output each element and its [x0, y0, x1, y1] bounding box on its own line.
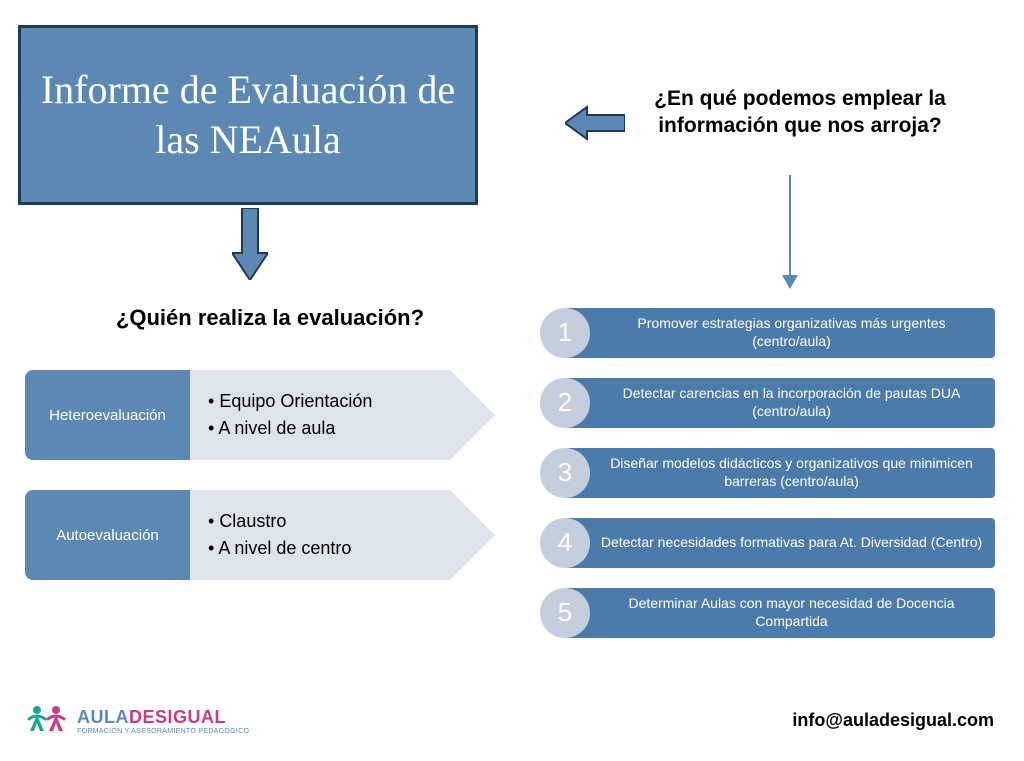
eval-body-auto: • Claustro • A nivel de centro	[190, 490, 450, 580]
item-text-bar: Determinar Aulas con mayor necesidad de …	[565, 588, 995, 638]
eval-bullet: • A nivel de aula	[208, 415, 450, 442]
brand-b: DESIGUAL	[129, 707, 226, 727]
logo-text: AULADESIGUAL FORMACIÓN Y ASESORAMIENTO P…	[77, 707, 249, 735]
eval-body-hetero: • Equipo Orientación • A nivel de aula	[190, 370, 450, 460]
numbered-item-3: 3 Diseñar modelos didácticos y organizat…	[540, 445, 995, 500]
main-title-text: Informe de Evaluación de las NEAula	[31, 65, 465, 165]
question-right: ¿En qué podemos emplear la información q…	[630, 85, 970, 140]
eval-bullet: • A nivel de centro	[208, 535, 450, 562]
item-number-circle: 3	[540, 448, 590, 498]
item-number-circle: 4	[540, 518, 590, 568]
item-text-bar: Promover estrategias organizativas más u…	[565, 308, 995, 358]
item-text-bar: Detectar necesidades formativas para At.…	[565, 518, 995, 568]
numbered-item-5: 5 Determinar Aulas con mayor necesidad d…	[540, 585, 995, 640]
numbered-item-2: 2 Detectar carencias en la incorporación…	[540, 375, 995, 430]
arrow-down-thin-icon	[778, 175, 802, 290]
eval-bullet-text: Equipo Orientación	[219, 391, 372, 411]
arrow-down-main-icon	[232, 208, 268, 280]
eval-label-hetero: Heteroevaluación	[25, 370, 190, 460]
main-title-box: Informe de Evaluación de las NEAula	[18, 25, 478, 205]
brand-name: AULADESIGUAL	[77, 707, 249, 728]
eval-bullet-text: A nivel de centro	[218, 538, 351, 558]
eval-row-auto: Autoevaluación • Claustro • A nivel de c…	[25, 490, 495, 580]
brand-a: AULA	[77, 707, 129, 727]
eval-label-auto: Autoevaluación	[25, 490, 190, 580]
brand-tagline: FORMACIÓN Y ASESORAMIENTO PEDAGÓGICO	[77, 728, 249, 735]
eval-bullet-text: A nivel de aula	[218, 418, 335, 438]
numbered-item-1: 1 Promover estrategias organizativas más…	[540, 305, 995, 360]
footer-logo: AULADESIGUAL FORMACIÓN Y ASESORAMIENTO P…	[25, 703, 249, 739]
logo-icon	[25, 703, 69, 739]
eval-bullet-text: Claustro	[219, 511, 286, 531]
question-left: ¿Quién realiza la evaluación?	[60, 305, 480, 331]
eval-row-hetero: Heteroevaluación • Equipo Orientación • …	[25, 370, 495, 460]
arrow-left-icon	[565, 105, 625, 141]
item-text-bar: Detectar carencias en la incorporación d…	[565, 378, 995, 428]
eval-bullet: • Claustro	[208, 508, 450, 535]
item-text-bar: Diseñar modelos didácticos y organizativ…	[565, 448, 995, 498]
chevron-right-icon	[450, 490, 495, 580]
eval-bullet: • Equipo Orientación	[208, 388, 450, 415]
item-number-circle: 5	[540, 588, 590, 638]
chevron-right-icon	[450, 370, 495, 460]
footer-email: info@auladesigual.com	[792, 710, 994, 731]
numbered-item-4: 4 Detectar necesidades formativas para A…	[540, 515, 995, 570]
item-number-circle: 1	[540, 308, 590, 358]
item-number-circle: 2	[540, 378, 590, 428]
